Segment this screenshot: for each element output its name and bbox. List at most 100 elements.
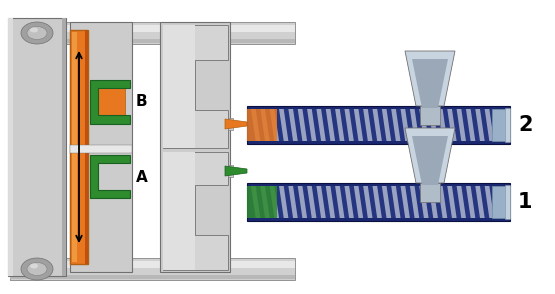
Polygon shape: [475, 186, 485, 218]
Polygon shape: [447, 109, 457, 141]
Polygon shape: [289, 109, 297, 141]
Polygon shape: [391, 186, 401, 218]
Polygon shape: [457, 109, 466, 141]
Polygon shape: [405, 128, 455, 183]
Ellipse shape: [30, 263, 38, 268]
Polygon shape: [382, 109, 391, 141]
Bar: [505, 108, 510, 142]
Polygon shape: [363, 186, 372, 218]
Polygon shape: [279, 186, 289, 218]
Polygon shape: [90, 80, 130, 124]
Polygon shape: [297, 109, 307, 141]
Polygon shape: [335, 109, 345, 141]
Bar: [8, 18, 66, 276]
Polygon shape: [419, 186, 428, 218]
Bar: [505, 185, 510, 219]
Polygon shape: [345, 109, 354, 141]
Polygon shape: [428, 186, 438, 218]
Bar: [70, 145, 132, 153]
Text: 1: 1: [518, 192, 532, 212]
Bar: [492, 109, 510, 141]
Bar: [10, 258, 295, 280]
Polygon shape: [354, 109, 363, 141]
Ellipse shape: [21, 22, 53, 44]
Polygon shape: [485, 109, 494, 141]
Polygon shape: [419, 109, 428, 141]
Bar: [420, 106, 440, 125]
Bar: [85, 30, 88, 264]
Polygon shape: [412, 59, 448, 108]
Polygon shape: [401, 109, 410, 141]
Bar: [249, 109, 508, 141]
Polygon shape: [260, 109, 270, 141]
Polygon shape: [307, 109, 316, 141]
Polygon shape: [354, 186, 363, 218]
Polygon shape: [363, 109, 372, 141]
Bar: [70, 30, 88, 264]
Bar: [62, 18, 66, 276]
Polygon shape: [270, 109, 279, 141]
Polygon shape: [405, 51, 455, 106]
Ellipse shape: [27, 263, 47, 275]
Bar: [70, 22, 132, 272]
Polygon shape: [316, 186, 326, 218]
Polygon shape: [163, 25, 228, 148]
Polygon shape: [428, 109, 438, 141]
Polygon shape: [412, 136, 448, 185]
Polygon shape: [457, 186, 466, 218]
Ellipse shape: [30, 28, 38, 33]
Text: A: A: [136, 170, 148, 185]
Polygon shape: [391, 109, 401, 141]
Polygon shape: [410, 109, 419, 141]
Bar: [10, 22, 295, 44]
Polygon shape: [289, 186, 297, 218]
Polygon shape: [485, 186, 494, 218]
Polygon shape: [225, 166, 247, 176]
Polygon shape: [251, 109, 260, 141]
Polygon shape: [382, 186, 391, 218]
Polygon shape: [466, 186, 475, 218]
Polygon shape: [345, 186, 354, 218]
Bar: [10, 261, 295, 268]
Bar: [8, 18, 13, 276]
Polygon shape: [90, 155, 130, 198]
Text: 2: 2: [518, 115, 532, 135]
Bar: [228, 165, 233, 177]
Polygon shape: [307, 186, 316, 218]
Bar: [247, 106, 510, 144]
Polygon shape: [438, 186, 447, 218]
Bar: [93, 85, 125, 123]
Bar: [10, 25, 295, 32]
Polygon shape: [225, 119, 247, 129]
Polygon shape: [335, 186, 345, 218]
Text: B: B: [136, 94, 148, 109]
Polygon shape: [163, 152, 228, 270]
Polygon shape: [270, 186, 279, 218]
Polygon shape: [326, 186, 335, 218]
Bar: [247, 183, 510, 221]
Bar: [163, 152, 195, 270]
Polygon shape: [447, 186, 457, 218]
Polygon shape: [438, 109, 447, 141]
Bar: [160, 22, 230, 272]
Polygon shape: [410, 186, 419, 218]
Polygon shape: [251, 186, 260, 218]
Bar: [163, 25, 195, 148]
Bar: [249, 186, 508, 218]
Bar: [492, 186, 510, 218]
Bar: [72, 32, 77, 262]
Polygon shape: [372, 109, 382, 141]
Polygon shape: [372, 186, 382, 218]
Polygon shape: [247, 186, 277, 218]
Polygon shape: [316, 109, 326, 141]
Polygon shape: [466, 109, 475, 141]
Bar: [228, 118, 233, 130]
Bar: [10, 39, 295, 43]
Bar: [420, 183, 440, 202]
Polygon shape: [297, 186, 307, 218]
Polygon shape: [279, 109, 289, 141]
Polygon shape: [475, 109, 485, 141]
Polygon shape: [260, 186, 270, 218]
Polygon shape: [401, 186, 410, 218]
Ellipse shape: [21, 258, 53, 280]
